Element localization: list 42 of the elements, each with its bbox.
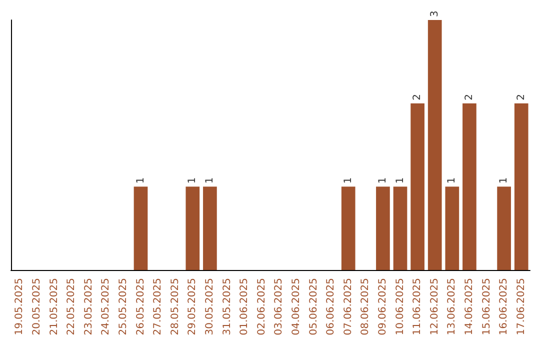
x-tick-label: 11.06.2025 xyxy=(412,278,424,336)
x-tick-label: 03.06.2025 xyxy=(274,278,285,336)
x-tick-label: 23.05.2025 xyxy=(83,278,94,336)
x-tick-label: 05.06.2025 xyxy=(308,278,320,336)
x-tick-label: 27.05.2025 xyxy=(152,278,164,336)
data-label: 2 xyxy=(412,94,424,100)
x-tick-label: 19.05.2025 xyxy=(14,278,26,336)
x-tick-label: 01.06.2025 xyxy=(239,278,250,336)
x-tick-label: 09.06.2025 xyxy=(377,278,388,336)
data-label: 1 xyxy=(377,177,388,184)
data-label: 2 xyxy=(516,94,527,100)
x-tick-label: 17.06.2025 xyxy=(516,278,527,336)
x-tick-label: 10.06.2025 xyxy=(394,278,406,336)
data-label: 1 xyxy=(204,177,216,184)
data-label: 1 xyxy=(187,177,198,184)
x-tick-label: 22.05.2025 xyxy=(66,278,78,336)
data-label: 1 xyxy=(446,177,458,184)
data-label: 1 xyxy=(498,177,510,184)
data-label: 1 xyxy=(394,177,406,184)
data-label: 3 xyxy=(429,10,440,17)
x-tick-label: 30.05.2025 xyxy=(204,278,216,336)
x-tick-label: 29.05.2025 xyxy=(187,278,198,336)
data-label: 1 xyxy=(135,177,146,184)
x-tick-label: 31.05.2025 xyxy=(222,278,233,336)
x-tick-label: 12.06.2025 xyxy=(429,278,440,336)
data-label: 1 xyxy=(342,177,354,184)
x-tick-label: 26.05.2025 xyxy=(135,278,146,336)
x-tick-label: 15.06.2025 xyxy=(481,278,492,336)
x-tick-label: 04.06.2025 xyxy=(290,278,302,336)
x-tick-label: 02.06.2025 xyxy=(256,278,268,336)
x-tick-label: 06.06.2025 xyxy=(326,278,337,336)
x-tick-label: 24.05.2025 xyxy=(100,278,112,336)
x-tick-label: 07.06.2025 xyxy=(342,278,354,336)
x-tick-label: 21.05.2025 xyxy=(48,278,60,336)
x-tick-label: 14.06.2025 xyxy=(464,278,475,336)
x-tick-label: 13.06.2025 xyxy=(446,278,458,336)
data-label: 2 xyxy=(464,94,475,100)
x-tick-label: 20.05.2025 xyxy=(31,278,42,336)
x-tick-label: 16.06.2025 xyxy=(498,278,510,336)
x-tick-label: 08.06.2025 xyxy=(360,278,372,336)
x-tick-label: 28.05.2025 xyxy=(170,278,181,336)
x-tick-label: 25.05.2025 xyxy=(118,278,129,336)
